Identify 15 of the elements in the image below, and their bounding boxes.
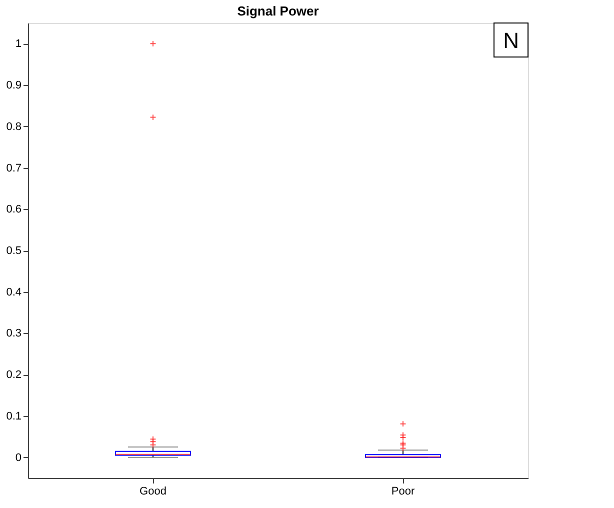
y-tick-label: 1 xyxy=(15,38,22,50)
chart-title: Signal Power xyxy=(237,4,319,18)
x-tick-label: Poor xyxy=(391,486,415,498)
y-tick-label: 0.9 xyxy=(6,80,22,92)
y-tick-label: 0.7 xyxy=(6,162,22,174)
y-tick-label: 0.3 xyxy=(6,328,22,340)
y-tick-label: 0.1 xyxy=(6,410,22,422)
y-tick-label: 0.2 xyxy=(6,369,22,382)
y-tick-label: 0 xyxy=(15,452,22,464)
x-tick-label: Good xyxy=(140,486,166,498)
y-tick-label: 0.8 xyxy=(6,120,22,133)
y-tick-label: 0.5 xyxy=(6,245,22,257)
y-tick-label: 0.6 xyxy=(6,204,22,216)
annotation: N xyxy=(503,28,519,53)
y-tick-label: 0.4 xyxy=(6,286,22,298)
